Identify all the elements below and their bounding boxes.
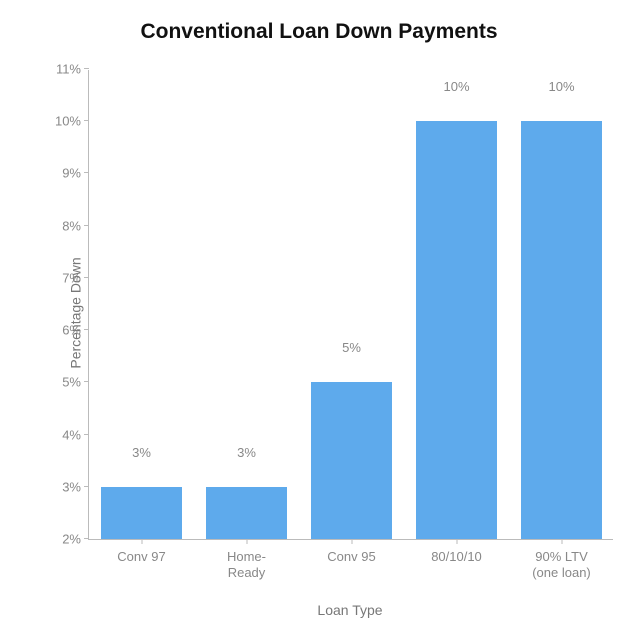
y-tick-mark [84, 329, 89, 330]
chart-container: Conventional Loan Down Payments Percenta… [0, 0, 638, 641]
y-tick-mark [84, 120, 89, 121]
bar [206, 487, 287, 539]
bar-value-label: 10% [548, 79, 574, 100]
y-tick-label: 2% [62, 532, 89, 547]
x-tick-label: Conv 95 [307, 539, 397, 565]
bar-value-label: 3% [237, 445, 256, 466]
x-tick-label: 80/10/10 [412, 539, 502, 565]
x-tick-label: Conv 97 [97, 539, 187, 565]
plot-area: 2%3%4%5%6%7%8%9%10%11%Conv 973%Home-Read… [88, 70, 613, 540]
y-tick-label: 6% [62, 323, 89, 338]
bar [311, 382, 392, 539]
y-tick-label: 7% [62, 270, 89, 285]
y-tick-label: 11% [56, 62, 89, 77]
x-tick-label: 90% LTV(one loan) [517, 539, 607, 582]
bar-value-label: 10% [443, 79, 469, 100]
y-tick-label: 4% [62, 427, 89, 442]
y-tick-mark [84, 225, 89, 226]
bar [416, 121, 497, 539]
y-tick-mark [84, 68, 89, 69]
y-tick-mark [84, 277, 89, 278]
y-tick-label: 8% [62, 218, 89, 233]
y-tick-label: 9% [62, 166, 89, 181]
y-tick-mark [84, 381, 89, 382]
y-tick-label: 3% [62, 479, 89, 494]
y-tick-mark [84, 172, 89, 173]
x-tick-label: Home-Ready [202, 539, 292, 582]
bar-value-label: 3% [132, 445, 151, 466]
y-tick-label: 10% [55, 114, 89, 129]
y-tick-label: 5% [62, 375, 89, 390]
y-tick-mark [84, 486, 89, 487]
bar [101, 487, 182, 539]
bar-value-label: 5% [342, 340, 361, 361]
chart-title: Conventional Loan Down Payments [0, 20, 638, 44]
x-axis-label: Loan Type [317, 602, 382, 618]
y-tick-mark [84, 434, 89, 435]
bar [521, 121, 602, 539]
y-tick-mark [84, 538, 89, 539]
